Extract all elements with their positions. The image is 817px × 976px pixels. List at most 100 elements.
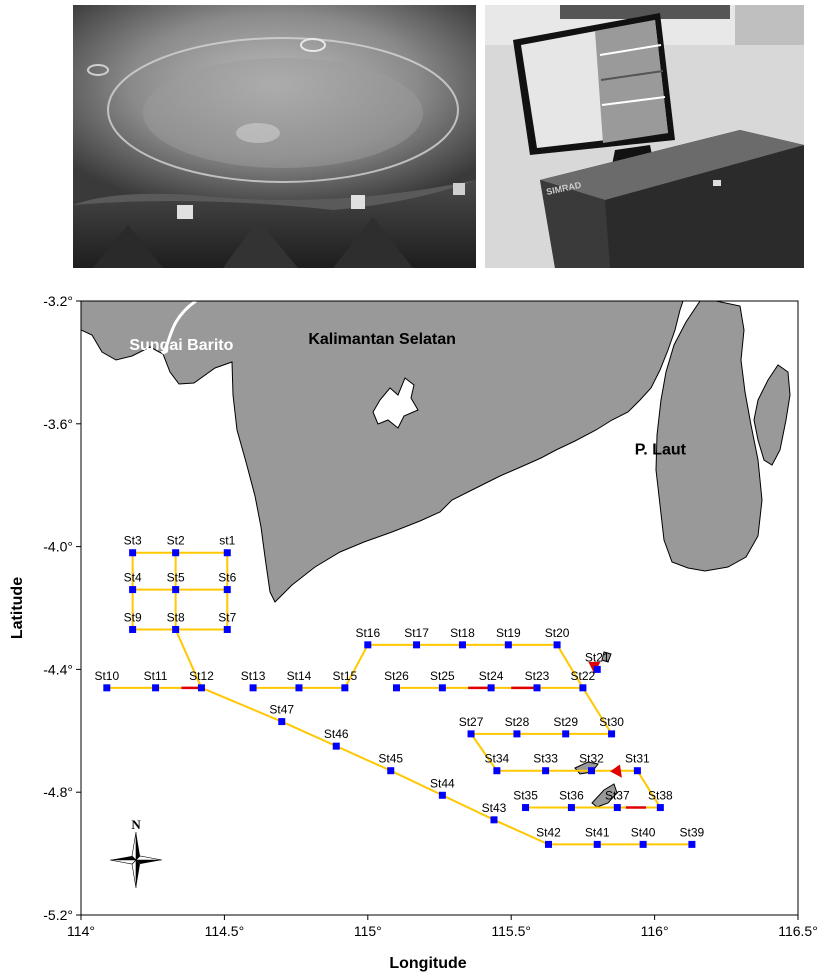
station-label-st31: St31 xyxy=(625,752,650,766)
station-marker-st35 xyxy=(522,804,530,812)
station-marker-st11 xyxy=(152,684,160,692)
barito-river-channel xyxy=(161,301,197,355)
compass-rose: N xyxy=(109,817,163,889)
station-marker-st19 xyxy=(504,641,512,649)
station-label-st12: St12 xyxy=(189,669,214,683)
station-label-st21: St21 xyxy=(585,650,610,664)
station-marker-st20 xyxy=(553,641,561,649)
station-marker-st22 xyxy=(579,684,587,692)
station-label-st46: St46 xyxy=(324,727,349,741)
station-marker-st37 xyxy=(613,804,621,812)
station-marker-st42 xyxy=(544,840,552,848)
station-marker-st27 xyxy=(467,730,475,738)
station-label-st29: St29 xyxy=(553,715,578,729)
station-marker-st40 xyxy=(639,840,647,848)
station-marker-st1 xyxy=(223,549,231,557)
compass-north-label: N xyxy=(131,817,141,832)
sebuku-island xyxy=(753,364,791,466)
station-label-st7: St7 xyxy=(218,610,236,624)
station-label-st22: St22 xyxy=(571,669,596,683)
station-marker-st9 xyxy=(129,625,137,633)
place-names: Sungai Barito Kalimantan Selatan P. Laut xyxy=(129,331,686,459)
y-tick-label: -4.8° xyxy=(43,784,73,800)
inland-lake xyxy=(372,377,419,429)
station-label-st28: St28 xyxy=(505,715,530,729)
station-marker-st4 xyxy=(129,586,137,594)
y-tick-label: -3.2° xyxy=(43,293,73,309)
simrad-echosounder-photo: SIMRAD xyxy=(485,5,804,268)
y-tick-label: -3.6° xyxy=(43,416,73,432)
kalimantan-landmass xyxy=(81,301,684,603)
underwater-hull-photo xyxy=(73,5,476,268)
station-marker-st34 xyxy=(493,767,501,775)
station-label-st20: St20 xyxy=(545,626,570,640)
station-label-st37: St37 xyxy=(605,789,630,803)
station-label-st17: St17 xyxy=(404,626,429,640)
pulau-laut-island xyxy=(655,301,763,572)
station-marker-st29 xyxy=(562,730,570,738)
station-label-st35: St35 xyxy=(513,789,538,803)
station-marker-st12 xyxy=(197,684,205,692)
station-marker-st38 xyxy=(656,804,664,812)
station-label-st5: St5 xyxy=(167,571,185,585)
station-marker-st39 xyxy=(688,840,696,848)
station-marker-st17 xyxy=(413,641,421,649)
stations: st1 St2 St3 St4 St5 St6 St7 St8 St9 St10 St11 St12 S… xyxy=(94,534,705,848)
station-label-st47: St47 xyxy=(269,703,294,717)
station-marker-st7 xyxy=(223,625,231,633)
small-islet-st21 xyxy=(601,651,612,663)
station-label-st34: St34 xyxy=(485,752,510,766)
station-label-st2: St2 xyxy=(167,534,185,548)
station-marker-st30 xyxy=(608,730,616,738)
station-label-st8: St8 xyxy=(167,610,185,624)
y-axis: -3.2° -3.6° -4.0° -4.4° -4.8° -5.2° xyxy=(43,293,81,923)
station-marker-st26 xyxy=(392,684,400,692)
station-marker-st32 xyxy=(588,767,596,775)
survey-track-line xyxy=(174,629,203,689)
station-marker-st15 xyxy=(341,684,349,692)
place-label-p-laut: P. Laut xyxy=(635,442,687,459)
station-marker-st8 xyxy=(172,625,180,633)
station-marker-st6 xyxy=(223,586,231,594)
y-tick-label: -4.4° xyxy=(43,661,73,677)
station-label-st1: st1 xyxy=(219,534,235,548)
station-label-st32: St32 xyxy=(579,752,604,766)
station-marker-st36 xyxy=(567,804,575,812)
station-label-st24: St24 xyxy=(479,669,504,683)
station-label-st43: St43 xyxy=(482,801,507,815)
place-label-kalimantan-selatan: Kalimantan Selatan xyxy=(308,331,456,348)
x-tick-label: 116° xyxy=(641,923,669,939)
station-label-st6: St6 xyxy=(218,571,236,585)
station-marker-st33 xyxy=(542,767,550,775)
x-tick-label: 114.5° xyxy=(205,923,245,939)
station-label-st27: St27 xyxy=(459,715,484,729)
land-layer xyxy=(81,301,791,808)
station-marker-st10 xyxy=(103,684,111,692)
station-label-st4: St4 xyxy=(124,571,142,585)
station-marker-st13 xyxy=(249,684,257,692)
station-label-st15: St15 xyxy=(333,669,358,683)
station-label-st44: St44 xyxy=(430,776,455,790)
station-label-st18: St18 xyxy=(450,626,475,640)
station-label-st10: St10 xyxy=(94,669,119,683)
map-frame xyxy=(80,300,799,916)
station-label-st30: St30 xyxy=(599,715,624,729)
survey-track-line xyxy=(201,686,692,846)
station-label-st13: St13 xyxy=(241,669,266,683)
x-tick-label: 114° xyxy=(67,923,95,939)
echosounder-photo-graphic: SIMRAD xyxy=(485,5,804,268)
station-label-st25: St25 xyxy=(430,669,455,683)
station-marker-st24 xyxy=(487,684,495,692)
x-tick-label: 115.5° xyxy=(491,923,531,939)
station-marker-st45 xyxy=(387,767,395,775)
station-marker-st5 xyxy=(172,586,180,594)
station-label-st11: St11 xyxy=(144,669,168,683)
station-label-st42: St42 xyxy=(536,825,561,839)
station-marker-st23 xyxy=(533,684,541,692)
station-marker-st21 xyxy=(593,665,601,673)
station-marker-st28 xyxy=(513,730,521,738)
place-label-sungai-barito: Sungai Barito xyxy=(129,337,233,354)
y-tick-label: -4.0° xyxy=(43,539,73,555)
station-label-st26: St26 xyxy=(384,669,409,683)
